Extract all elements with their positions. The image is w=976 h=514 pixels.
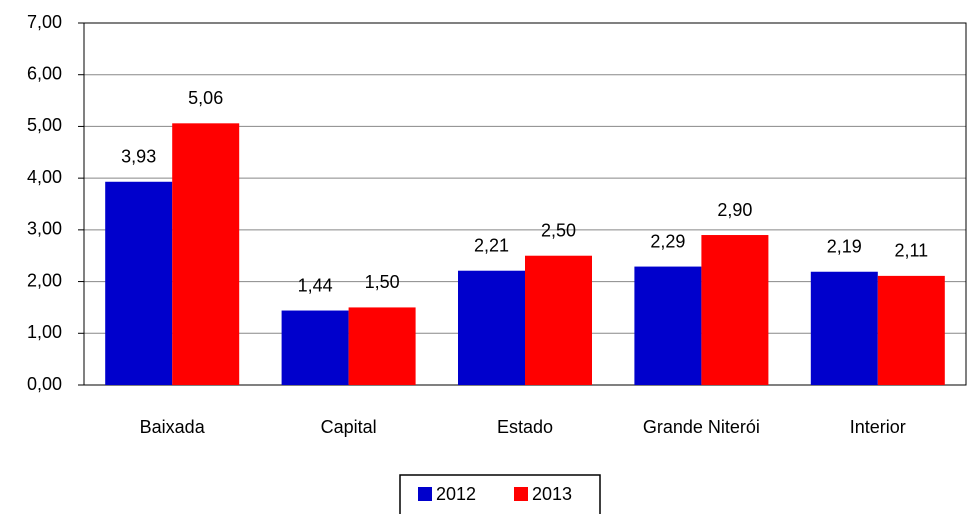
legend-box (399, 474, 601, 514)
legend-swatch (514, 487, 528, 501)
bar (172, 123, 240, 385)
value-label: 2,29 (650, 231, 685, 251)
bar (810, 271, 878, 385)
x-tick-label: Capital (321, 417, 377, 437)
y-tick-label: 0,00 (27, 374, 62, 394)
y-tick-label: 5,00 (27, 115, 62, 135)
bar (348, 307, 416, 385)
x-tick-label: Grande Niterói (643, 417, 760, 437)
y-tick-label: 6,00 (27, 63, 62, 83)
value-label: 2,90 (717, 200, 752, 220)
value-label: 2,21 (474, 235, 509, 255)
bar (458, 270, 525, 385)
legend-swatch (418, 487, 432, 501)
x-tick-label: Estado (497, 417, 553, 437)
value-label: 1,50 (365, 272, 400, 292)
value-label: 2,50 (541, 220, 576, 240)
value-label: 2,19 (827, 236, 862, 256)
x-tick-label: Interior (850, 417, 906, 437)
y-tick-label: 3,00 (27, 219, 62, 239)
value-label: 5,06 (188, 88, 223, 108)
value-label: 1,44 (298, 275, 333, 295)
y-tick-label: 2,00 (27, 270, 62, 290)
bar (105, 181, 173, 385)
bar (281, 310, 349, 385)
value-label: 2,11 (894, 241, 928, 261)
legend-label: 2012 (436, 484, 476, 504)
y-tick-label: 1,00 (27, 322, 62, 342)
bar (634, 266, 702, 385)
legend-label: 2013 (532, 484, 572, 504)
x-tick-label: Baixada (140, 417, 206, 437)
y-tick-label: 4,00 (27, 167, 62, 187)
bar (877, 275, 945, 385)
y-tick-label: 7,00 (27, 12, 62, 32)
bar (701, 235, 769, 385)
value-label: 3,93 (121, 147, 156, 167)
bar (525, 255, 592, 385)
